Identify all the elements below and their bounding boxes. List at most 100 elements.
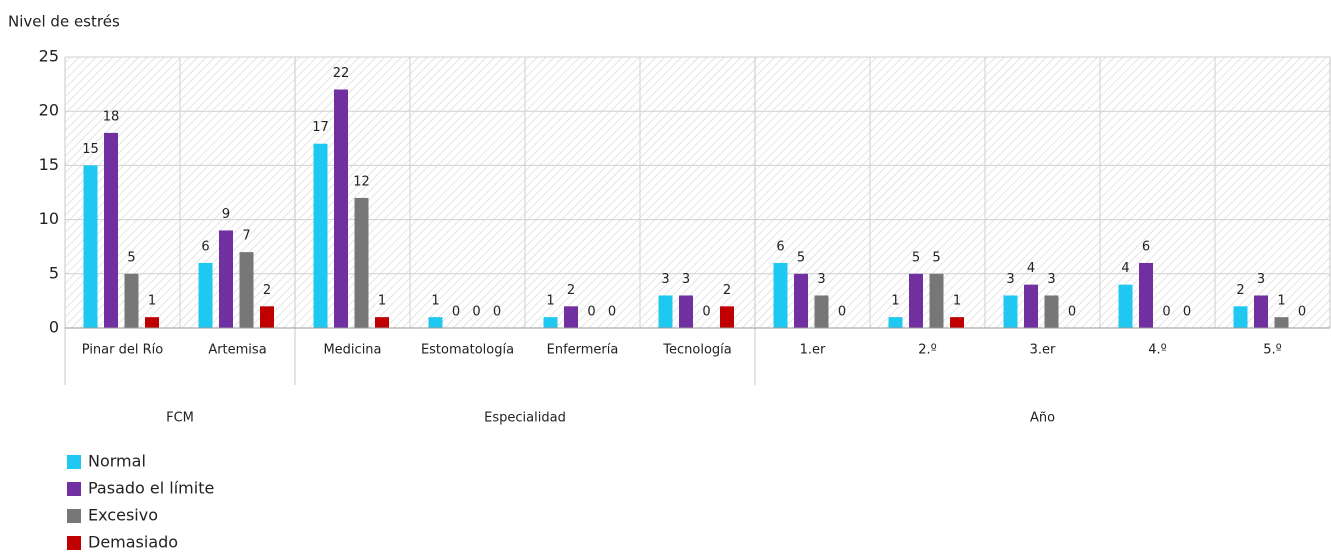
y-tick-label: 10 <box>39 209 59 228</box>
legend-swatch <box>67 482 81 496</box>
data-label: 1 <box>546 294 554 309</box>
data-label: 3 <box>1047 272 1055 287</box>
legend-swatch <box>67 455 81 469</box>
data-label: 0 <box>493 305 501 320</box>
data-label: 1 <box>953 294 961 309</box>
data-label: 1 <box>891 294 899 309</box>
data-label: 1 <box>1277 294 1285 309</box>
x-tick-label: 4.º <box>1148 343 1167 358</box>
x-tick-label: 1.er <box>800 343 826 358</box>
data-label: 6 <box>776 239 784 254</box>
y-tick-label: 5 <box>49 263 59 282</box>
y-tick-label: 15 <box>39 155 59 174</box>
data-label: 3 <box>661 272 669 287</box>
bar <box>428 317 443 328</box>
bar <box>888 317 903 328</box>
data-label: 12 <box>353 174 370 189</box>
data-label: 3 <box>682 272 690 287</box>
bar <box>1003 295 1018 328</box>
bar <box>1139 262 1153 328</box>
legend-swatch <box>67 536 81 550</box>
plot-background <box>65 57 1330 328</box>
data-label: 2 <box>1236 283 1244 298</box>
group-label: FCM <box>166 411 194 426</box>
x-tick-label: Estomatología <box>421 343 514 358</box>
x-tick-label: Medicina <box>323 343 381 358</box>
bar <box>543 317 558 328</box>
bar <box>1254 295 1268 328</box>
bar <box>145 317 159 328</box>
bar <box>950 317 964 328</box>
x-tick-label: 3.er <box>1030 343 1056 358</box>
group-label: Especialidad <box>484 411 566 426</box>
bar <box>219 230 233 328</box>
bar <box>564 306 578 328</box>
y-tick-label: 20 <box>39 101 59 120</box>
group-label: Año <box>1030 411 1055 426</box>
data-label: 0 <box>838 305 846 320</box>
x-tick-label: 5.º <box>1263 343 1282 358</box>
bar <box>929 273 944 328</box>
bar <box>720 306 734 328</box>
data-label: 0 <box>587 305 595 320</box>
bar <box>1024 284 1038 328</box>
legend-label: Pasado el límite <box>88 479 214 498</box>
y-tick-label: 25 <box>39 47 59 66</box>
data-label: 6 <box>201 239 209 254</box>
data-label: 5 <box>127 250 135 265</box>
data-label: 0 <box>1068 305 1076 320</box>
data-label: 3 <box>817 272 825 287</box>
bar <box>658 295 673 328</box>
bar <box>334 89 348 329</box>
data-label: 2 <box>567 283 575 298</box>
data-label: 15 <box>82 142 99 157</box>
x-tick-label: Tecnología <box>662 343 731 358</box>
data-label: 5 <box>797 250 805 265</box>
bar <box>83 165 98 328</box>
data-label: 5 <box>912 250 920 265</box>
bar <box>198 262 213 328</box>
bar <box>124 273 139 328</box>
y-axis-title: Nivel de estrés <box>8 13 120 31</box>
data-label: 0 <box>452 305 460 320</box>
data-label: 1 <box>431 294 439 309</box>
y-tick-label: 0 <box>49 318 59 337</box>
x-tick-label: Pinar del Río <box>82 343 163 358</box>
data-label: 0 <box>1298 305 1306 320</box>
bar <box>260 306 274 328</box>
bar <box>773 262 788 328</box>
bar <box>794 273 808 328</box>
data-label: 0 <box>608 305 616 320</box>
data-label: 1 <box>148 294 156 309</box>
bar <box>375 317 389 328</box>
data-label: 2 <box>263 283 271 298</box>
data-label: 0 <box>1183 305 1191 320</box>
bar <box>1233 306 1248 328</box>
data-label: 3 <box>1257 272 1265 287</box>
bar <box>313 143 328 328</box>
data-label: 1 <box>378 294 386 309</box>
data-label: 9 <box>222 207 230 222</box>
bar <box>239 252 254 328</box>
bar <box>909 273 923 328</box>
bar <box>354 197 369 328</box>
x-tick-label: Artemisa <box>208 343 266 358</box>
legend-label: Normal <box>88 452 146 471</box>
bar <box>1044 295 1059 328</box>
data-label: 4 <box>1121 261 1129 276</box>
data-label: 5 <box>932 250 940 265</box>
data-label: 2 <box>723 283 731 298</box>
data-label: 22 <box>333 66 350 81</box>
data-label: 0 <box>702 305 710 320</box>
data-label: 3 <box>1006 272 1014 287</box>
bar <box>679 295 693 328</box>
legend-label: Demasiado <box>88 533 178 552</box>
bar <box>1274 317 1289 328</box>
x-tick-label: 2.º <box>918 343 937 358</box>
bar <box>1118 284 1133 328</box>
data-label: 0 <box>1162 305 1170 320</box>
legend-swatch <box>67 509 81 523</box>
bar <box>104 132 118 328</box>
data-label: 0 <box>472 305 480 320</box>
